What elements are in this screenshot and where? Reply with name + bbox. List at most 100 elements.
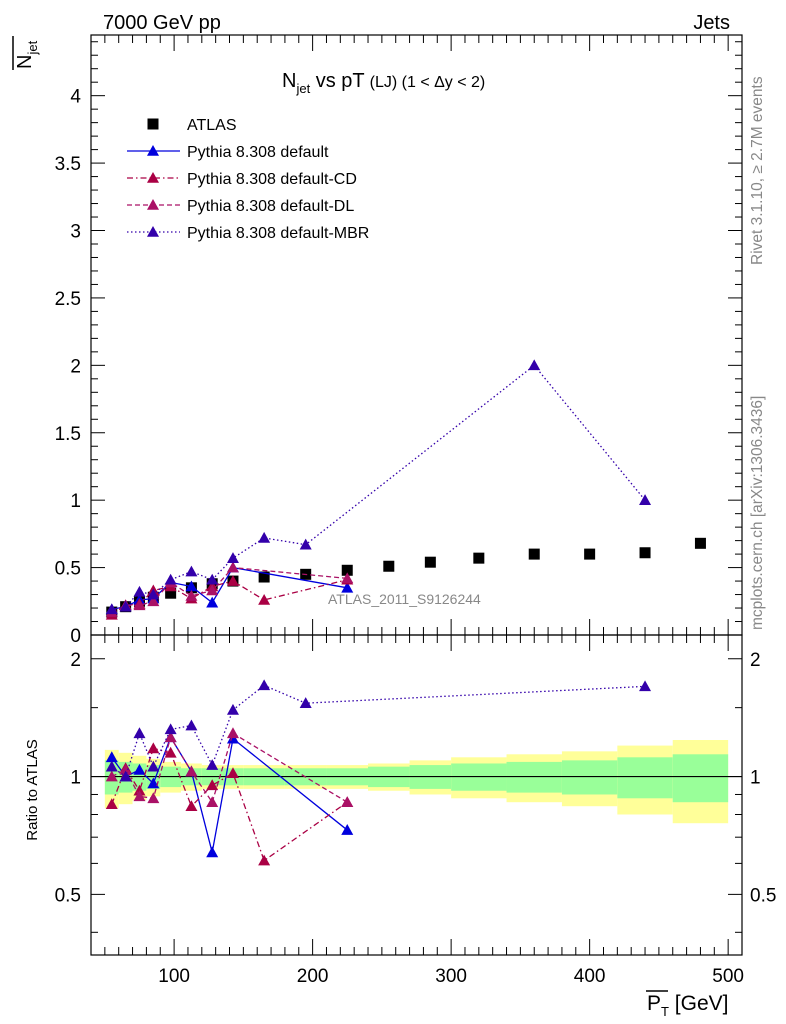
ratio-point <box>226 767 239 779</box>
legend: ATLAS Pythia 8.308 default Pythia 8.308 de… <box>127 117 369 242</box>
y-tick-label: 2 <box>70 356 81 377</box>
ratio-point <box>119 770 132 782</box>
ratio-y-tick-label-right: 2 <box>750 650 761 671</box>
ratio-point <box>164 731 177 743</box>
mc-point <box>105 603 118 615</box>
rivet-version-label: Rivet 3.1.10, ≥ 2.7M events <box>749 76 766 265</box>
ratio-point <box>133 727 146 739</box>
atlas-point <box>341 564 353 576</box>
y-tick-label: 1.5 <box>55 424 81 445</box>
ratio-point <box>105 770 118 782</box>
band-inner-segment <box>506 761 562 793</box>
atlas-point <box>584 548 596 560</box>
mc-point <box>164 573 177 585</box>
mc-point <box>528 359 541 371</box>
mc-point <box>185 565 198 577</box>
ratio-point <box>147 760 160 772</box>
atlas-point <box>639 547 651 559</box>
atlas-point <box>694 537 706 549</box>
ratio-point <box>133 790 146 802</box>
svg-text:PT [GeV]: PT [GeV] <box>647 992 729 1019</box>
band-inner-segment <box>617 757 673 799</box>
mc-point <box>147 595 160 607</box>
top-axis-ticks: 0 0.5 1 1.5 2 2.5 3 3.5 4 <box>55 35 742 647</box>
atlas-point <box>258 571 270 583</box>
y-tick-label: 3.5 <box>55 154 81 175</box>
mc-point <box>341 572 354 584</box>
ratio-point <box>341 796 354 808</box>
atlas-point <box>473 552 485 564</box>
y-tick-label: 0 <box>70 626 81 647</box>
mc-point <box>147 588 160 600</box>
band-inner-segment <box>672 754 729 803</box>
header-left: 7000 GeV pp <box>103 12 221 34</box>
mc-point <box>206 584 219 596</box>
top-series-layer <box>105 359 706 620</box>
mc-point <box>226 561 239 573</box>
mc-point <box>206 596 219 608</box>
ratio-point <box>119 763 132 775</box>
legend-label: Pythia 8.308 default-CD <box>187 171 357 188</box>
x-tick-label: 100 <box>158 966 190 987</box>
mc-point <box>341 581 354 593</box>
series-4 <box>105 359 652 615</box>
xlabel-sub: T <box>661 1004 669 1019</box>
ratio-point <box>185 719 198 731</box>
series-line <box>111 566 348 613</box>
ratio-point <box>185 765 198 777</box>
ratio-point <box>133 763 146 775</box>
ratio-point <box>147 792 160 804</box>
ratio-point <box>206 779 219 791</box>
ratio-point <box>299 697 312 708</box>
atlas-point <box>424 556 436 568</box>
legend-label: Pythia 8.308 default <box>187 144 329 161</box>
ratio-point <box>639 680 652 692</box>
ratio-point <box>206 759 219 770</box>
ratio-ylabel: Ratio to ATLAS <box>24 739 41 840</box>
series-3 <box>105 561 354 617</box>
legend-entry-3: Pythia 8.308 default-DL <box>127 198 354 215</box>
top-ylabel-sub: jet <box>25 40 40 55</box>
legend-marker <box>147 226 159 237</box>
ratio-point <box>164 723 177 735</box>
ratio-point <box>133 784 146 796</box>
mc-point <box>185 589 198 601</box>
mc-point <box>226 575 239 586</box>
series-line <box>111 579 348 616</box>
ratio-point <box>105 760 118 772</box>
ratio-y-tick-label-right: 1 <box>750 768 761 789</box>
mc-point <box>299 538 312 550</box>
top-ylabel-main: N <box>14 55 36 69</box>
y-tick-label: 2.5 <box>55 289 81 310</box>
ratio-series-3 <box>105 679 652 782</box>
ratio-point <box>258 854 271 866</box>
mc-point <box>206 573 219 585</box>
analysis-watermark: ATLAS_2011_S9126244 <box>328 591 481 607</box>
atlas-point <box>528 548 540 560</box>
chart-title-main: N <box>282 70 296 92</box>
ratio-point <box>164 746 177 758</box>
top-ylabel: Njet <box>12 36 40 70</box>
mc-point <box>119 600 132 612</box>
ratio-panel-frame <box>90 634 743 956</box>
xlabel-main: P <box>647 992 661 1015</box>
x-tick-label: 500 <box>712 966 744 987</box>
legend-label: Pythia 8.308 default-MBR <box>187 225 369 242</box>
chart-title-sub: jet <box>295 81 310 96</box>
ratio-point <box>341 824 354 835</box>
mc-point <box>258 593 271 605</box>
x-axis-label: PT [GeV] <box>646 990 729 1019</box>
mc-point <box>185 580 198 592</box>
chart-title-rest: vs pT <box>310 70 364 92</box>
ratio-axis-ticks: 0.5 0.5 1 1 2 2 100 200 300 400 500 <box>55 635 776 987</box>
chart-title: Njet vs pT (LJ) (1 < Δy < 2) <box>282 70 485 96</box>
ratio-point <box>258 679 271 691</box>
ratio-y-tick-label: 1 <box>70 768 81 789</box>
xlabel-unit: [GeV] <box>669 992 729 1015</box>
ratio-y-tick-label: 0.5 <box>55 885 81 906</box>
svg-text:Njet: Njet <box>14 40 40 69</box>
series-line <box>111 566 348 611</box>
y-tick-label: 0.5 <box>55 559 81 580</box>
legend-entry-0: ATLAS <box>147 117 237 134</box>
